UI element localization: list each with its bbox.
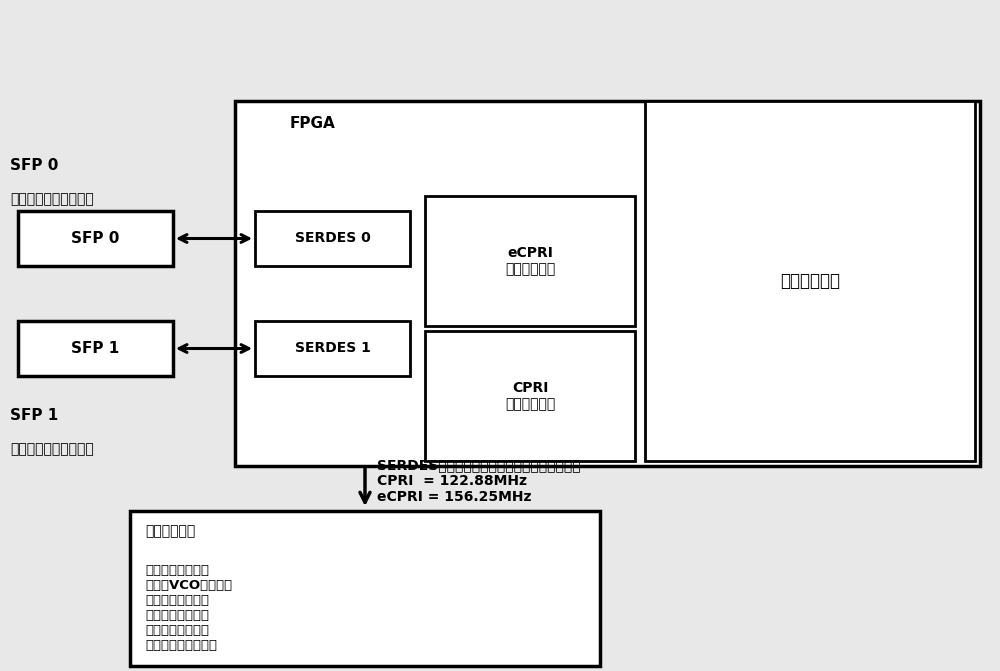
Text: SERDES 0: SERDES 0 (295, 231, 370, 246)
Text: SERDES恢复出来的时钟供时钟管理芯片做参考
CPRI  = 122.88MHz
eCPRI = 156.25MHz: SERDES恢复出来的时钟供时钟管理芯片做参考 CPRI = 122.88MHz… (377, 458, 581, 504)
Text: SFP 1: SFP 1 (71, 341, 120, 356)
Text: 其它功能模块: 其它功能模块 (780, 272, 840, 290)
FancyBboxPatch shape (255, 211, 410, 266)
Text: 根据参考时钟调整
芯片内VCO的工作，
使之与参考时钟频
率同步。然后将同
步后的时钟作为其
它模块的工作时钟。: 根据参考时钟调整 芯片内VCO的工作， 使之与参考时钟频 率同步。然后将同 步后… (145, 564, 232, 652)
Text: SFP 1: SFP 1 (10, 409, 58, 423)
Text: CPRI
接口协议处理: CPRI 接口协议处理 (505, 381, 555, 411)
FancyBboxPatch shape (235, 101, 980, 466)
Text: SERDES 1: SERDES 1 (295, 342, 370, 356)
FancyBboxPatch shape (130, 511, 600, 666)
FancyBboxPatch shape (255, 321, 410, 376)
Text: SFP 0: SFP 0 (10, 158, 58, 174)
FancyBboxPatch shape (18, 321, 173, 376)
FancyBboxPatch shape (18, 211, 173, 266)
FancyBboxPatch shape (425, 196, 635, 326)
Text: 时钟管理芯片: 时钟管理芯片 (145, 524, 195, 538)
Text: SFP 0: SFP 0 (71, 231, 120, 246)
Text: 与下一级通过光纤连接: 与下一级通过光纤连接 (10, 442, 94, 456)
Text: 与上一级通过光纤连接: 与上一级通过光纤连接 (10, 192, 94, 206)
Text: eCPRI
接口协议处理: eCPRI 接口协议处理 (505, 246, 555, 276)
FancyBboxPatch shape (645, 101, 975, 461)
FancyBboxPatch shape (425, 331, 635, 461)
Text: FPGA: FPGA (290, 115, 336, 130)
